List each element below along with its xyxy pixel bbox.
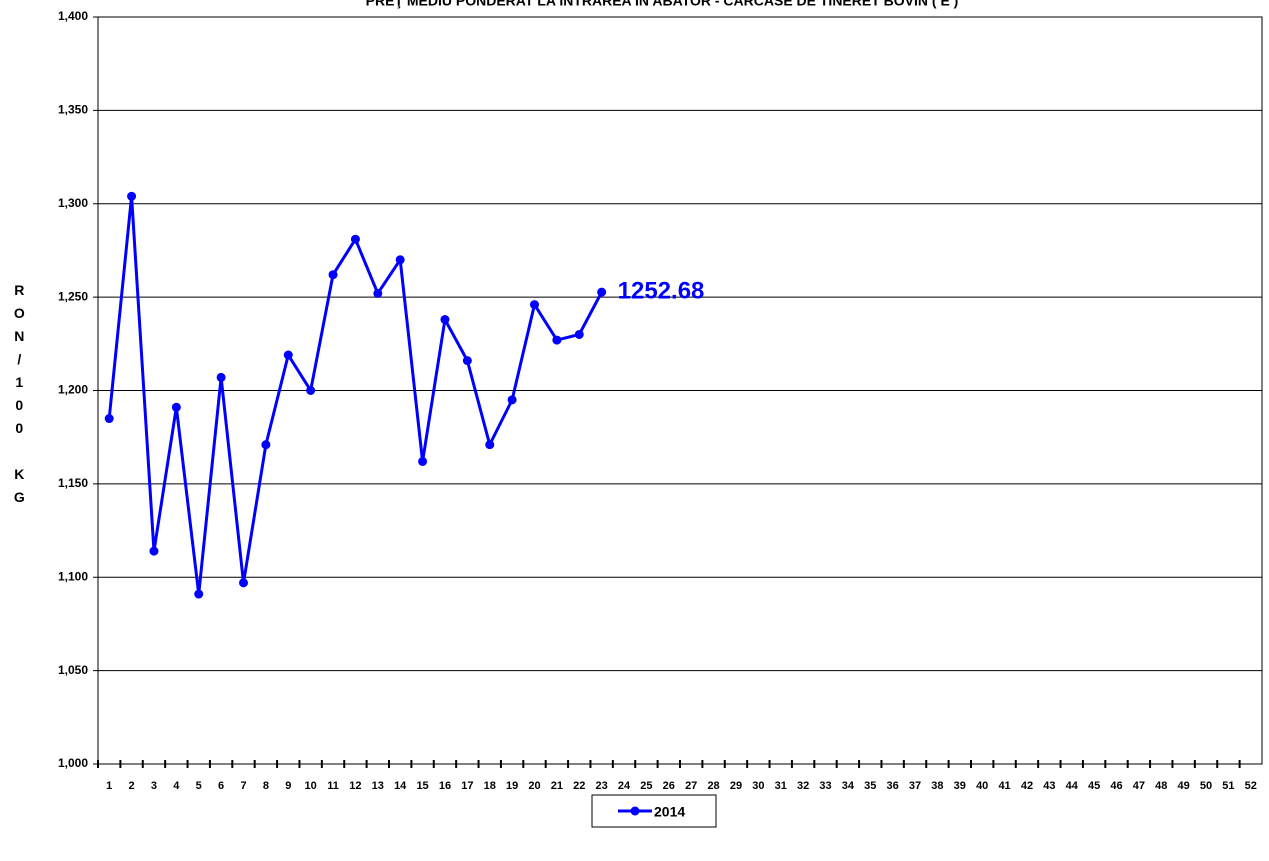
x-tick-label: 35 xyxy=(864,780,876,792)
point xyxy=(194,589,204,599)
x-tick-label: 20 xyxy=(528,780,540,792)
point xyxy=(127,191,137,201)
x-tick-label: 3 xyxy=(151,780,157,792)
x-tick-label: 4 xyxy=(173,780,180,792)
point xyxy=(306,386,316,395)
y-tick-label: 1,150 xyxy=(58,476,88,490)
x-tick-label: 47 xyxy=(1133,780,1145,792)
x-tick-label: 33 xyxy=(819,780,831,792)
x-tick-label: 48 xyxy=(1155,780,1167,792)
point xyxy=(216,372,226,382)
x-tick-label: 45 xyxy=(1088,780,1100,792)
x-tick-label: 13 xyxy=(372,780,384,792)
point xyxy=(574,329,584,339)
point xyxy=(104,414,114,424)
x-tick-label: 30 xyxy=(752,780,764,792)
x-tick-label: 1 xyxy=(106,780,112,792)
x-tick-label: 51 xyxy=(1222,780,1234,792)
x-tick-label: 14 xyxy=(394,780,407,792)
x-tick-label: 36 xyxy=(887,780,899,792)
y-tick-label: 1,400 xyxy=(58,9,88,23)
x-tick-label: 37 xyxy=(909,780,921,792)
point xyxy=(440,315,450,325)
x-tick-label: 44 xyxy=(1066,780,1079,792)
x-tick-label: 50 xyxy=(1200,780,1212,792)
y-tick-label: 1,000 xyxy=(58,756,88,770)
legend-box xyxy=(591,794,717,828)
x-tick-label: 41 xyxy=(998,780,1010,792)
x-tick-label: 21 xyxy=(551,780,563,792)
chart-title: PREŢ MEDIU PONDERAT LA INTRAREA ÎN ABATO… xyxy=(366,0,959,9)
y-tick-label: 1,100 xyxy=(58,569,88,583)
legend-marker xyxy=(630,806,640,816)
point xyxy=(597,287,607,297)
y-tick-label: 1,350 xyxy=(58,103,88,117)
x-tick-label: 7 xyxy=(240,780,246,792)
y-tick-label: 1,250 xyxy=(58,289,88,303)
point xyxy=(507,395,517,405)
x-tick-label: 10 xyxy=(305,780,317,792)
x-tick-label: 28 xyxy=(707,780,719,792)
x-tick-label: 11 xyxy=(327,780,339,792)
x-tick-label: 52 xyxy=(1245,780,1257,792)
x-tick-label: 24 xyxy=(618,780,631,792)
point xyxy=(485,440,495,450)
y-axis-label: RON/100 KG xyxy=(11,282,27,512)
value-label: 1252.68 xyxy=(618,277,705,304)
point xyxy=(418,456,428,466)
point xyxy=(171,402,181,412)
x-tick-label: 15 xyxy=(416,780,428,792)
x-tick-label: 5 xyxy=(196,780,202,792)
x-tick-label: 42 xyxy=(1021,780,1033,792)
series-line xyxy=(107,196,603,595)
point xyxy=(283,350,293,360)
point xyxy=(552,335,562,345)
point xyxy=(530,300,539,310)
point xyxy=(462,356,472,366)
x-tick-label: 12 xyxy=(349,780,361,792)
y-tick-label: 1,200 xyxy=(58,383,88,397)
x-tick-label: 49 xyxy=(1178,780,1190,792)
x-tick-label: 8 xyxy=(263,780,269,792)
x-tick-label: 43 xyxy=(1043,780,1055,792)
x-tick-label: 25 xyxy=(640,780,652,792)
x-tick-label: 26 xyxy=(663,780,675,792)
x-tick-label: 40 xyxy=(976,780,988,792)
point xyxy=(395,255,405,265)
x-tick-label: 16 xyxy=(439,780,451,792)
x-tick-label: 32 xyxy=(797,780,809,792)
x-tick-label: 6 xyxy=(218,780,224,792)
point xyxy=(350,234,360,244)
x-tick-label: 46 xyxy=(1110,780,1122,792)
x-tick-label: 19 xyxy=(506,780,518,792)
x-tick-label: 9 xyxy=(285,780,291,792)
x-tick-label: 22 xyxy=(573,780,585,792)
x-tick-label: 29 xyxy=(730,780,742,792)
x-tick-label: 17 xyxy=(461,780,473,792)
x-tick-label: 39 xyxy=(954,780,966,792)
point xyxy=(373,288,383,298)
x-tick-label: 27 xyxy=(685,780,697,792)
x-tick-label: 23 xyxy=(596,780,608,792)
point xyxy=(239,578,248,588)
x-tick-label: 18 xyxy=(484,780,496,792)
point xyxy=(261,440,271,450)
legend-label: 2014 xyxy=(654,804,685,820)
x-tick-label: 31 xyxy=(775,780,787,792)
x-tick-label: 2 xyxy=(129,780,135,792)
y-tick-label: 1,050 xyxy=(58,663,88,677)
x-tick-label: 38 xyxy=(931,780,943,792)
point xyxy=(328,270,338,280)
y-tick-label: 1,300 xyxy=(58,196,88,210)
point xyxy=(149,546,159,556)
x-tick-label: 34 xyxy=(842,780,855,792)
